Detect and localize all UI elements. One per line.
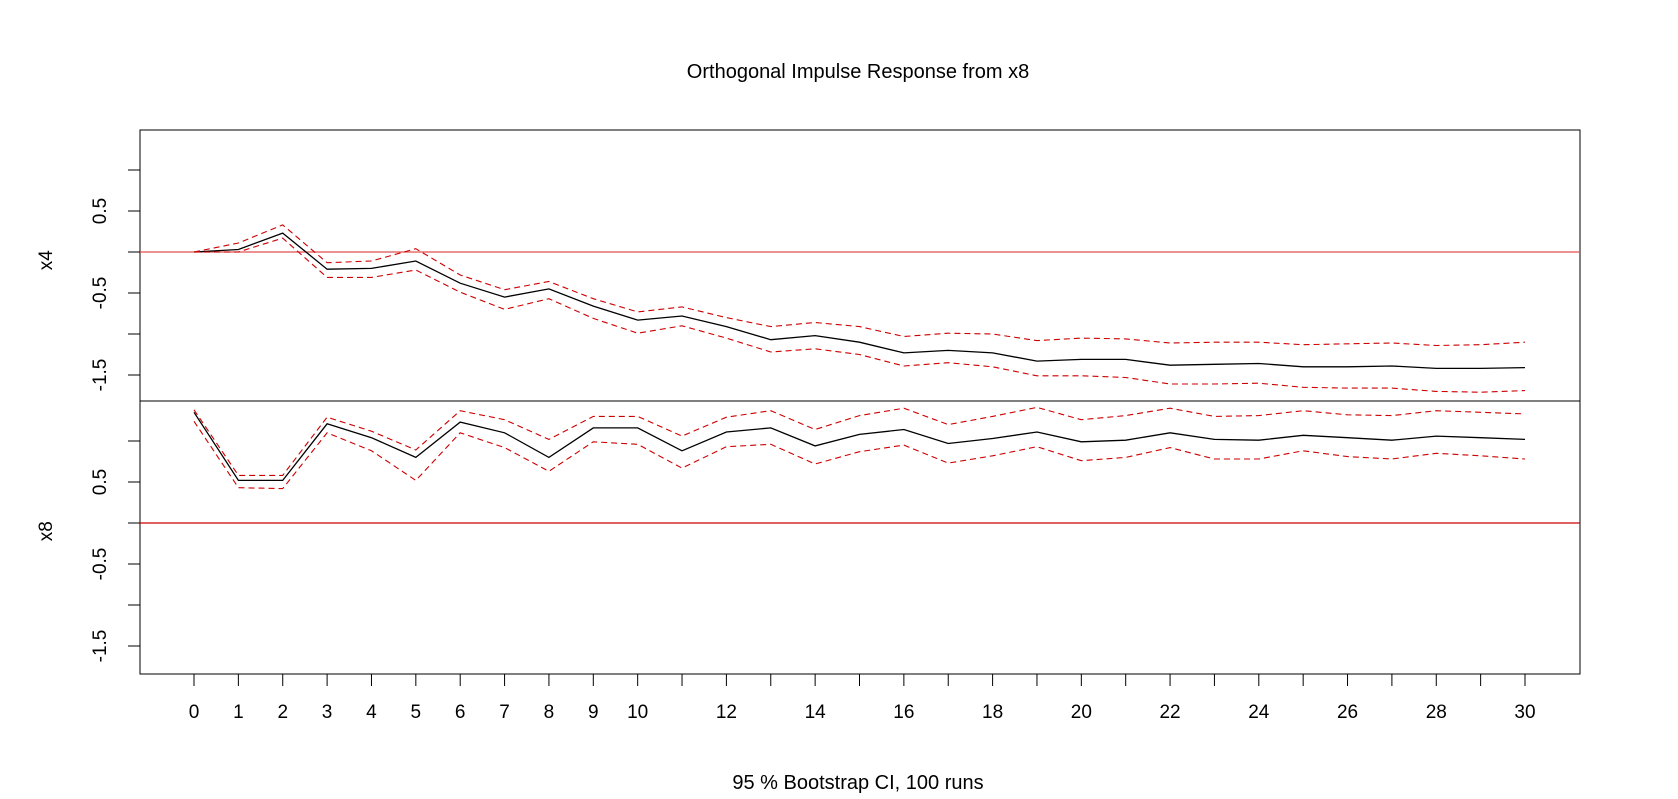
x-tick-label: 24 [1248, 702, 1270, 723]
panels: -1.5 -0.5 0.5 x4 -1.5 -0.5 0.5 x8 [36, 169, 1580, 663]
x-tick-label: 0 [189, 702, 200, 723]
series-x4-lower [194, 237, 1526, 393]
y-tick-label: -0.5 [90, 277, 111, 310]
x-tick-label: 4 [366, 702, 377, 723]
x-tick-label: 2 [277, 702, 288, 723]
panel-x4: -1.5 -0.5 0.5 x4 [36, 169, 1580, 393]
panel-label-x8: x8 [36, 521, 57, 541]
x-tick-label: 5 [411, 702, 422, 723]
y-tick-label: -1.5 [90, 630, 111, 663]
plot-frame [139, 129, 1581, 675]
x-tick-label: 26 [1337, 702, 1358, 723]
x-tick-label: 7 [499, 702, 510, 723]
x-tick-label: 14 [805, 702, 827, 723]
x-tick-label: 18 [982, 702, 1003, 723]
x-tick-label: 3 [322, 702, 333, 723]
series-x8-upper [193, 406, 1526, 476]
chart-title: Orthogonal Impulse Response from x8 [687, 61, 1029, 83]
x-tick-label: 20 [1071, 702, 1092, 723]
x-tick-label: 30 [1514, 702, 1535, 723]
x-tick-label: 28 [1426, 702, 1447, 723]
y-tick-label: -1.5 [90, 359, 111, 392]
chart-subtitle: 95 % Bootstrap CI, 100 runs [732, 772, 983, 794]
y-tick-label: 0.5 [90, 198, 111, 224]
series-x4-response [193, 232, 1526, 370]
series-x4-upper [193, 224, 1526, 347]
x-tick-label: 10 [627, 702, 648, 723]
x-tick-label: 6 [455, 702, 466, 723]
x-tick-label: 1 [233, 702, 244, 723]
x-tick-label: 22 [1159, 702, 1180, 723]
x-tick-label: 9 [588, 702, 599, 723]
y-tick-label: -0.5 [90, 548, 111, 581]
series-x8-lower [193, 420, 1526, 490]
panel-label-x4: x4 [36, 250, 57, 271]
x-tick-label: 16 [893, 702, 914, 723]
y-tick-label: 0.5 [90, 469, 111, 495]
series-x8-response [193, 411, 1526, 482]
x-tick-label: 12 [716, 702, 737, 723]
x-tick-label: 8 [544, 702, 555, 723]
x-axis: 0 1 2 3 4 5 6 7 8 9 10 12 14 16 18 20 22 24 26 28 30 [189, 674, 1536, 723]
panel-x8: -1.5 -0.5 0.5 x8 [36, 406, 1580, 663]
